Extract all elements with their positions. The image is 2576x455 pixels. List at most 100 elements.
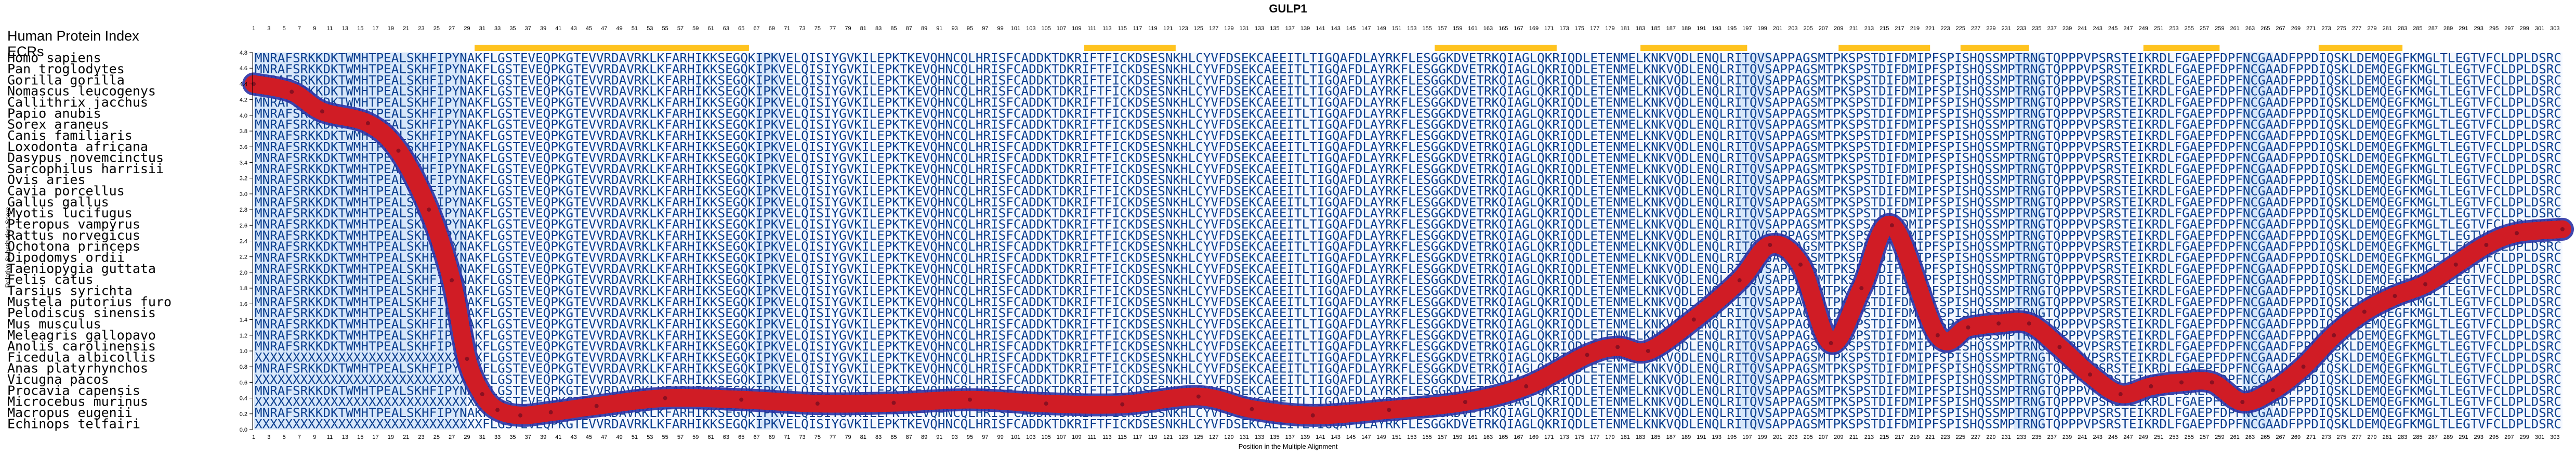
top-tick-label: 1 [252,25,255,32]
bottom-tick-label: 219 [1910,434,1920,440]
top-tick-label: 31 [479,25,485,32]
bottom-tick-label: 205 [1803,434,1812,440]
bottom-tick-label: 27 [449,434,455,440]
bottom-tick-label: 37 [525,434,531,440]
top-tick-label: 215 [1880,25,1889,32]
sequence-row: MNRAFSRKKDKTWMHTPEALSKHFIPYNAKFLGSTEVEQP… [255,239,2561,254]
ecr-bar [1435,45,1557,51]
bottom-tick-label: 63 [723,434,729,440]
bottom-tick-label: 175 [1575,434,1584,440]
top-tick-label: 203 [1788,25,1797,32]
top-tick-label: 99 [997,25,1004,32]
top-tick-label: 297 [2504,25,2514,32]
sequence-row: MNRAFSRKKDKTWMHTPEALSKHFIPYNAKFLGSTEVEQP… [255,151,2561,165]
species-label: Homo sapiens [7,50,101,66]
data-point [465,357,469,361]
top-tick-label: 157 [1438,25,1447,32]
sequence-band [254,53,2562,430]
top-tick-label: 155 [1422,25,1431,32]
top-tick-label: 27 [449,25,455,32]
bottom-tick-label: 237 [2047,434,2057,440]
top-tick-label: 267 [2276,25,2285,32]
top-tick-label: 47 [601,25,607,32]
data-point [594,404,599,408]
bottom-tick-label: 287 [2428,434,2438,440]
sequence-row: MNRAFSRKKDKTWMHTPEALSKHFIPYNAKFLGSTEVEQP… [255,95,2561,110]
ecr-bar [2143,45,2220,51]
top-tick-label: 151 [1392,25,1401,32]
bottom-tick-label: 203 [1788,434,1797,440]
top-tick-label: 257 [2200,25,2209,32]
ecr-bar [1640,45,1747,51]
sequence-row: MNRAFSRKKDKTWMHTPEALSKHFIPYNAKFLGSTEVEQP… [255,206,2561,220]
top-tick-label: 63 [723,25,729,32]
ecr-bar [1084,45,1176,51]
bottom-tick-label: 43 [571,434,577,440]
bottom-tick-label: 165 [1499,434,1508,440]
top-tick-label: 107 [1057,25,1066,32]
bottom-tick-label: 117 [1133,434,1142,440]
data-point [2210,380,2214,385]
bottom-tick-label: 71 [784,434,790,440]
top-tick-label: 237 [2047,25,2057,32]
bottom-tick-label: 101 [1011,434,1020,440]
y-tick-label: 2.6 [240,223,247,229]
top-tick-label: 51 [632,25,638,32]
data-point [1585,353,1589,357]
bottom-tick-label: 85 [890,434,897,440]
y-tick-label: 3.8 [240,128,247,135]
top-tick-label: 275 [2337,25,2346,32]
top-tick-label: 21 [403,25,409,32]
top-tick-label: 55 [662,25,668,32]
bottom-tick-label: 265 [2260,434,2270,440]
y-tick-label: 3.6 [240,144,247,150]
top-tick-label: 37 [525,25,531,32]
species-label: Macropus eugenii [7,405,133,420]
y-tick-label: 1.2 [240,333,247,339]
species-label: Myotis lucifugus [7,205,133,220]
top-tick-label: 235 [2032,25,2041,32]
top-tick-label: 103 [1026,25,1035,32]
bottom-tick-label: 259 [2215,434,2224,440]
sequence-row: MNRAFSRKKDKTWMHTPEALSKHFIPYNAKFLGSTEVEQP… [255,139,2561,154]
species-label: Loxodonta africana [7,139,148,154]
bottom-tick-label: 45 [586,434,592,440]
bottom-tick-label: 243 [2093,434,2102,440]
sequence-row: MNRAFSRKKDKTWMHTPEALSKHFIPYNAKFLGSTEVEQP… [255,51,2561,66]
bottom-tick-label: 47 [601,434,607,440]
bottom-tick-label: 87 [906,434,912,440]
species-label: Pelodiscus sinensis [7,305,156,320]
data-point [396,148,401,153]
bottom-tick-label: 149 [1377,434,1386,440]
top-tick-label: 217 [1895,25,1904,32]
top-tick-label: 43 [571,25,577,32]
top-tick-label: 45 [586,25,592,32]
bottom-tick-label: 7 [298,434,301,440]
sequence-row: MNRAFSRKKDKTWMHTPEALSKHFIPYNAKFLGSTEVEQP… [255,184,2561,199]
bottom-tick-label: 193 [1712,434,1721,440]
top-tick-label: 231 [2002,25,2011,32]
ecr-row-label: ECRs [7,44,44,59]
top-tick-label: 93 [952,25,958,32]
y-tick-label: 1.8 [240,285,247,292]
bottom-tick-label: 55 [662,434,668,440]
axes: 1133557799111113131515171719192121232325… [240,25,2560,440]
top-tick-label: 225 [1956,25,1965,32]
top-tick-label: 117 [1133,25,1142,32]
data-point [1737,278,1742,283]
bottom-tick-label: 285 [2413,434,2422,440]
bottom-tick-label: 29 [464,434,470,440]
bottom-tick-label: 23 [418,434,424,440]
y-tick-label: 3.4 [240,160,247,166]
bottom-tick-label: 197 [1742,434,1752,440]
bottom-tick-label: 99 [997,434,1004,440]
ecr-bars [475,45,2403,51]
top-tick-label: 167 [1514,25,1523,32]
bottom-tick-label: 57 [677,434,684,440]
bottom-tick-label: 75 [814,434,821,440]
bottom-tick-label: 239 [2062,434,2072,440]
bottom-tick-label: 41 [555,434,561,440]
y-tick-label: 2.8 [240,207,247,213]
sequence-row: MNRAFSRKKDKTWMHTPEALSKHFIPYNAKFLGSTEVEQP… [255,250,2561,265]
species-label: Nomascus leucogenys [7,84,156,99]
